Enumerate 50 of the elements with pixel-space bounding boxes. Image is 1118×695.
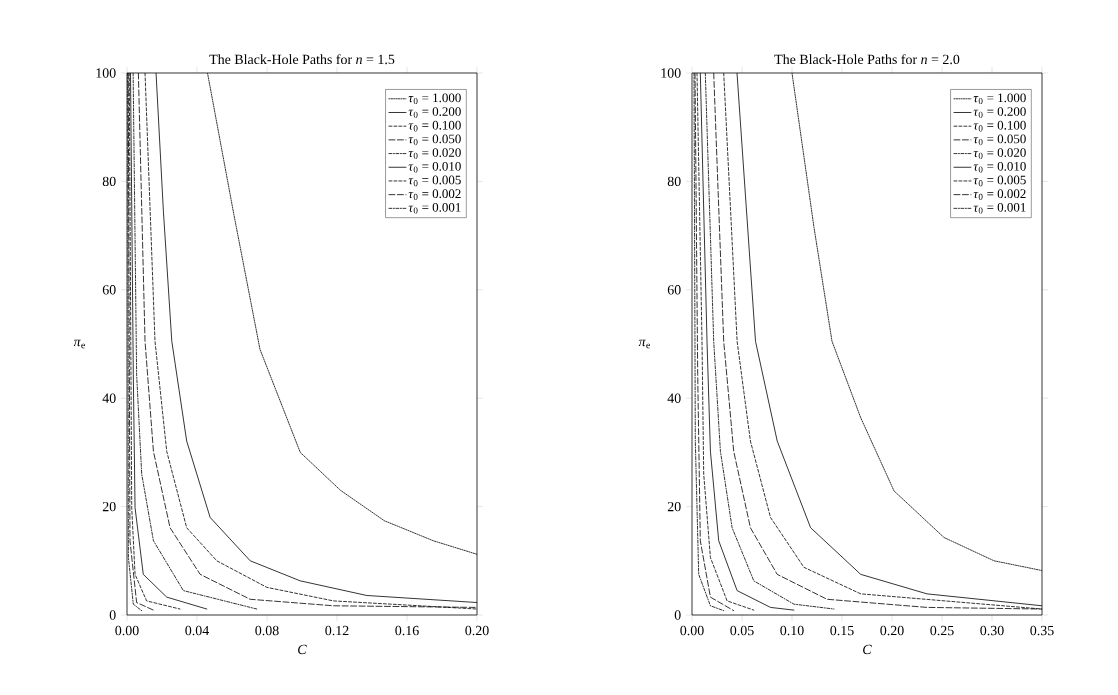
legend-label: τ$_{0}$ = 0.005 <box>973 175 1026 187</box>
chart-title: The Black-Hole Paths for n = 2.0 <box>774 54 960 65</box>
legend-label: τ$_{0}$ = 0.050 <box>973 134 1026 146</box>
y-axis-title: π$_{e}$ <box>638 339 650 349</box>
x-tick-label: 0.16 <box>395 625 419 636</box>
x-tick-label: 0.00 <box>680 625 704 636</box>
x-tick-label: 0.20 <box>465 625 489 636</box>
y-tick-label: 100 <box>661 68 681 78</box>
x-tick-label: 0.10 <box>780 625 804 636</box>
legend-label: τ$_{0}$ = 0.020 <box>973 148 1026 159</box>
y-tick-label: 40 <box>102 393 116 403</box>
legend-label: τ$_{0}$ = 0.200 <box>973 107 1026 118</box>
x-tick-label: 0.20 <box>880 625 904 636</box>
y-tick-label: 100 <box>96 68 116 78</box>
x-axis-title: C <box>863 644 872 655</box>
x-tick-label: 0.05 <box>730 625 754 636</box>
x-tick-label: 0.15 <box>830 625 854 636</box>
x-tick-label: 0.08 <box>255 625 279 636</box>
legend-label: τ$_{0}$ = 0.002 <box>408 189 461 200</box>
legend-label: τ$_{0}$ = 0.050 <box>408 134 461 146</box>
legend-label: τ$_{0}$ = 0.001 <box>973 202 1026 214</box>
legend-label: τ$_{0}$ = 0.001 <box>408 202 461 214</box>
legend-label: τ$_{0}$ = 0.010 <box>408 161 461 173</box>
x-tick-label: 0.12 <box>325 625 349 636</box>
x-axis-title: C <box>298 644 307 655</box>
y-tick-label: 80 <box>102 176 116 187</box>
y-tick-label: 80 <box>667 176 681 187</box>
y-tick-label: 60 <box>667 285 681 295</box>
y-tick-label: 40 <box>667 393 681 403</box>
x-tick-label: 0.25 <box>930 625 954 636</box>
legend-label: τ$_{0}$ = 0.010 <box>973 161 1026 173</box>
x-tick-label: 0.35 <box>1030 625 1054 636</box>
y-tick-label: 0 <box>109 610 116 620</box>
y-axis-title: π$_{e}$ <box>73 339 85 349</box>
chart-title: The Black-Hole Paths for n = 1.5 <box>209 54 395 65</box>
y-tick-label: 20 <box>667 501 681 512</box>
y-tick-label: 20 <box>102 501 116 512</box>
x-tick-label: 0.04 <box>185 625 209 636</box>
legend-label: τ$_{0}$ = 0.100 <box>408 120 461 132</box>
legend-label: τ$_{0}$ = 0.100 <box>973 120 1026 132</box>
x-tick-label: 0.00 <box>115 625 139 636</box>
legend-label: τ$_{0}$ = 1.000 <box>973 93 1026 105</box>
x-tick-label: 0.30 <box>980 625 1004 636</box>
legend-label: τ$_{0}$ = 0.002 <box>973 189 1026 200</box>
legend-label: τ$_{0}$ = 0.005 <box>408 175 461 187</box>
y-tick-label: 0 <box>674 610 681 620</box>
legend-label: τ$_{0}$ = 0.200 <box>408 107 461 118</box>
legend-label: τ$_{0}$ = 0.020 <box>408 148 461 159</box>
y-tick-label: 60 <box>102 285 116 295</box>
legend-label: τ$_{0}$ = 1.000 <box>408 93 461 105</box>
